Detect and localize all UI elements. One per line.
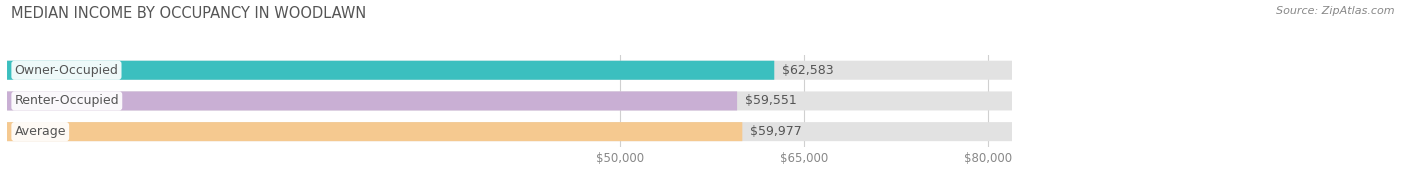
FancyBboxPatch shape [7, 122, 1012, 141]
Text: $59,551: $59,551 [745, 94, 797, 107]
Text: Owner-Occupied: Owner-Occupied [14, 64, 118, 77]
FancyBboxPatch shape [7, 122, 742, 141]
Text: MEDIAN INCOME BY OCCUPANCY IN WOODLAWN: MEDIAN INCOME BY OCCUPANCY IN WOODLAWN [11, 6, 367, 21]
Text: Average: Average [14, 125, 66, 138]
Text: Source: ZipAtlas.com: Source: ZipAtlas.com [1277, 6, 1395, 16]
Text: $62,583: $62,583 [782, 64, 834, 77]
Text: Renter-Occupied: Renter-Occupied [14, 94, 120, 107]
FancyBboxPatch shape [7, 61, 1012, 80]
Text: $59,977: $59,977 [751, 125, 801, 138]
FancyBboxPatch shape [7, 91, 737, 111]
FancyBboxPatch shape [7, 61, 775, 80]
FancyBboxPatch shape [7, 91, 1012, 111]
